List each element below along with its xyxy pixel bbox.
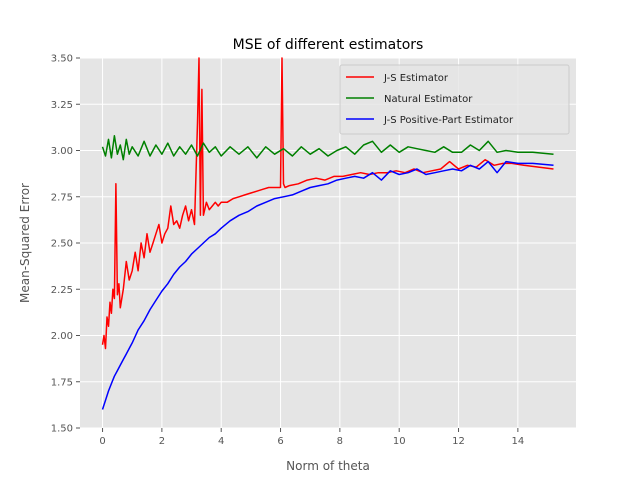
y-tick-label: 3.00	[51, 146, 73, 157]
x-tick-label: 4	[218, 436, 224, 447]
y-tick-label: 2.00	[51, 331, 73, 342]
y-tick-label: 3.50	[51, 54, 73, 65]
legend: J-S Estimator Natural Estimator J-S Positi…	[339, 64, 570, 135]
legend-entry: J-S Estimator	[383, 73, 449, 84]
y-tick-label: 2.75	[51, 192, 73, 203]
x-tick-label: 10	[393, 436, 406, 447]
y-tick-label: 1.50	[51, 424, 73, 435]
y-tick-label: 2.50	[51, 239, 73, 250]
y-tick-label: 1.75	[51, 377, 73, 388]
series-line-natural-estimator	[101, 134, 554, 161]
x-tick-label: 12	[452, 436, 465, 447]
chart-title: MSE of different estimators	[233, 37, 424, 53]
legend-entry: Natural Estimator	[384, 94, 473, 105]
x-tick-label: 14	[511, 436, 524, 447]
legend-entry: J-S Positive-Part Estimator	[383, 115, 514, 126]
x-tick-label: 0	[99, 436, 105, 447]
x-tick-label: 8	[337, 436, 343, 447]
y-tick-label: 3.25	[51, 100, 73, 111]
y-axis-label: Mean-Squared Error	[18, 183, 32, 303]
y-tick-label: 2.25	[51, 285, 73, 296]
series-line-j-s-positive-part-estimator	[101, 160, 554, 410]
x-axis-label: Norm of theta	[286, 459, 370, 473]
x-tick-label: 2	[159, 436, 165, 447]
series-layer	[101, 57, 554, 410]
x-tick-label: 6	[277, 436, 283, 447]
legend-box	[339, 64, 570, 135]
axis-ticks: 0 2 4 6 8 10 12 14 1.50 1.75 2.00 2.25 2.50 2.75 3.00 3…	[51, 54, 524, 448]
